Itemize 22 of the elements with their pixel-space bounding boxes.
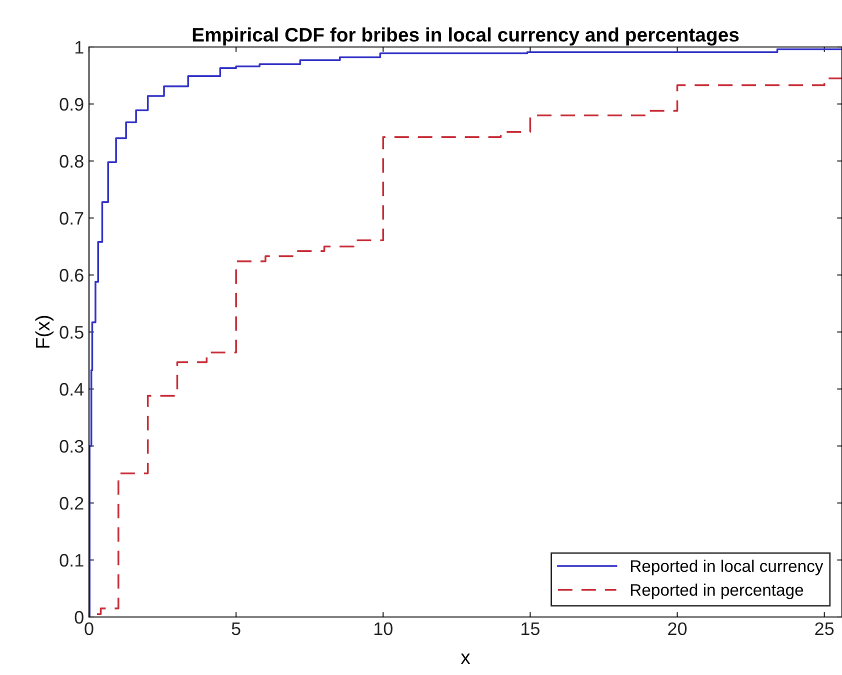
y-tick-label: 0.5: [60, 326, 84, 339]
x-tick-label: 0: [84, 622, 94, 636]
y-tick-label: 0.6: [60, 268, 84, 282]
x-tick-label: 25: [815, 622, 834, 636]
y-tick-label: 0: [74, 610, 84, 624]
x-tick-label: 20: [668, 622, 687, 636]
y-tick-label: 0.4: [60, 382, 84, 396]
chart-title: Empirical CDF for bribes in local currency and percentages: [192, 27, 739, 46]
y-tick-label: 1: [75, 41, 84, 54]
x-tick-label: 10: [374, 622, 392, 636]
y-tick-label: 0.1: [60, 554, 84, 567]
legend-label: Reported in percentage: [631, 584, 804, 600]
y-tick-label: 0.8: [60, 154, 84, 168]
x-tick-label: 5: [232, 622, 240, 636]
y-tick-label: 0.3: [60, 440, 84, 453]
x-axis-title: x: [460, 654, 470, 664]
y-tick-label: 0.2: [60, 496, 84, 510]
y-axis-title: F(x): [35, 316, 54, 348]
y-tick-label: 0.7: [60, 212, 84, 225]
legend-label: Reported in local currency: [631, 560, 824, 576]
y-tick-label: 0.9: [60, 98, 84, 111]
x-tick-label: 15: [522, 622, 540, 636]
